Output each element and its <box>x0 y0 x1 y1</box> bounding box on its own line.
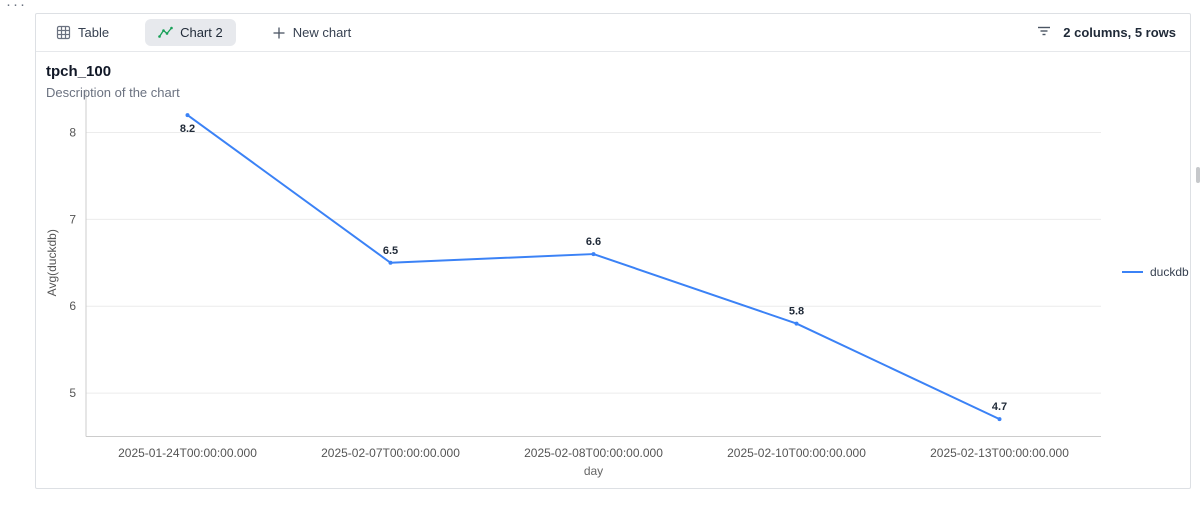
y-tick-label: 6 <box>69 299 76 313</box>
scrollbar-thumb[interactable] <box>1196 167 1200 183</box>
x-tick-label: 2025-02-07T00:00:00.000 <box>321 446 460 460</box>
series-line <box>186 114 1001 421</box>
data-point <box>591 252 596 257</box>
data-label: 5.8 <box>789 306 804 318</box>
table-summary: 2 columns, 5 rows <box>1063 25 1176 40</box>
view-tabs: Table Chart 2 <box>50 19 357 46</box>
y-tick-label: 7 <box>69 212 76 226</box>
x-tick-label: 2025-02-08T00:00:00.000 <box>524 446 663 460</box>
toolbar-right: 2 columns, 5 rows <box>1034 21 1176 44</box>
x-tick-label: 2025-01-24T00:00:00.000 <box>118 446 257 460</box>
new-chart-button[interactable]: New chart <box>266 20 358 45</box>
data-label: 6.6 <box>586 236 601 248</box>
x-tick-label: 2025-02-13T00:00:00.000 <box>930 446 1069 460</box>
line-chart-icon <box>158 26 173 39</box>
data-point <box>185 113 190 118</box>
data-label: 4.7 <box>992 401 1007 413</box>
legend-line-marker <box>1122 271 1143 273</box>
chart-subtitle: Description of the chart <box>46 85 180 100</box>
y-tick-label: 5 <box>69 386 76 400</box>
table-icon <box>56 25 71 40</box>
data-point <box>388 260 393 265</box>
tab-chart-2-label: Chart 2 <box>180 25 223 40</box>
toolbar: Table Chart 2 <box>36 14 1190 52</box>
chart-title: tpch_100 <box>46 63 112 80</box>
tab-chart-2[interactable]: Chart 2 <box>145 19 236 46</box>
legend-label: duckdb <box>1150 265 1189 279</box>
data-label: 6.5 <box>383 245 398 257</box>
filter-button[interactable] <box>1034 21 1054 44</box>
data-label: 8.2 <box>180 123 195 135</box>
new-chart-label: New chart <box>292 25 352 40</box>
data-point <box>997 417 1002 422</box>
overflow-menu[interactable]: ··· <box>6 0 27 13</box>
x-tick-label: 2025-02-10T00:00:00.000 <box>727 446 866 460</box>
data-point <box>794 321 799 326</box>
filter-icon <box>1036 23 1052 42</box>
chart-header: tpch_100 Description of the chart <box>36 52 1190 100</box>
tab-table[interactable]: Table <box>50 20 115 45</box>
tab-table-label: Table <box>78 25 110 40</box>
x-axis-title: day <box>584 464 603 478</box>
plus-icon <box>272 26 286 40</box>
y-axis-title: Avg(duckdb) <box>45 229 59 296</box>
legend-item-duckdb[interactable]: duckdb <box>1116 264 1195 280</box>
chart-panel: Table Chart 2 <box>35 13 1191 489</box>
y-tick-label: 8 <box>69 125 76 139</box>
